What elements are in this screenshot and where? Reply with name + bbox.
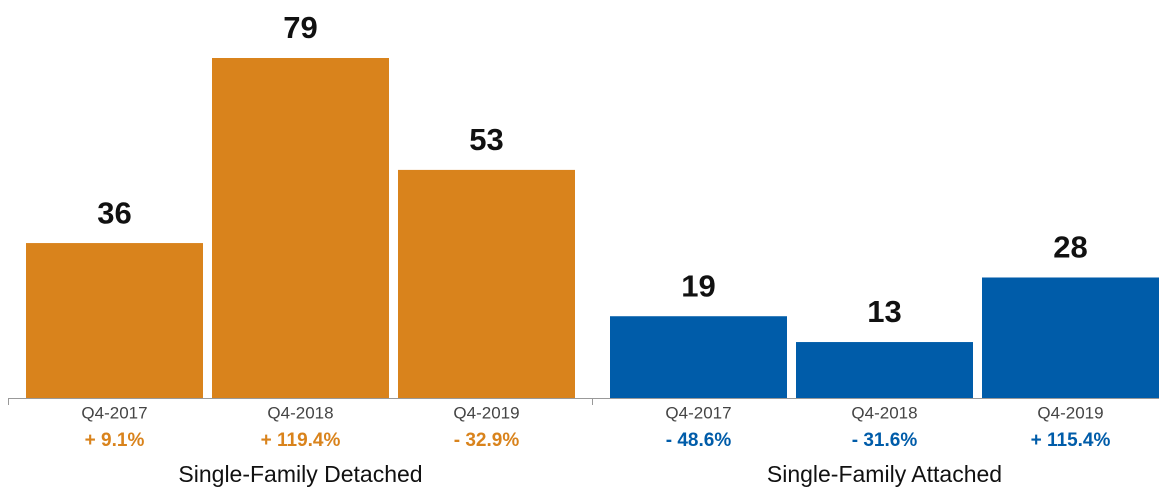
group-title: Single-Family Detached: [178, 461, 422, 487]
x-tick-label: Q4-2019: [1037, 403, 1103, 422]
x-tick-label: Q4-2017: [81, 403, 147, 422]
value-label: 79: [283, 10, 317, 45]
change-label: + 9.1%: [85, 430, 145, 451]
value-label: 28: [1053, 230, 1087, 265]
bar: [982, 277, 1159, 398]
value-label: 19: [681, 268, 715, 303]
group-title: Single-Family Attached: [767, 461, 1002, 487]
change-label: - 32.9%: [454, 430, 520, 451]
change-label: + 115.4%: [1031, 430, 1111, 451]
bar: [610, 316, 787, 398]
value-label: 53: [469, 122, 503, 157]
bar: [796, 342, 973, 398]
x-tick-label: Q4-2017: [665, 403, 731, 422]
bar: [26, 243, 203, 398]
x-tick-label: Q4-2018: [851, 403, 917, 422]
change-label: - 48.6%: [666, 430, 732, 451]
bar: [212, 58, 389, 398]
change-label: - 31.6%: [852, 430, 918, 451]
value-label: 13: [867, 294, 901, 329]
x-tick-label: Q4-2019: [453, 403, 519, 422]
x-tick-label: Q4-2018: [267, 403, 333, 422]
change-label: + 119.4%: [261, 430, 341, 451]
value-label: 36: [97, 195, 131, 230]
bar: [398, 169, 575, 398]
